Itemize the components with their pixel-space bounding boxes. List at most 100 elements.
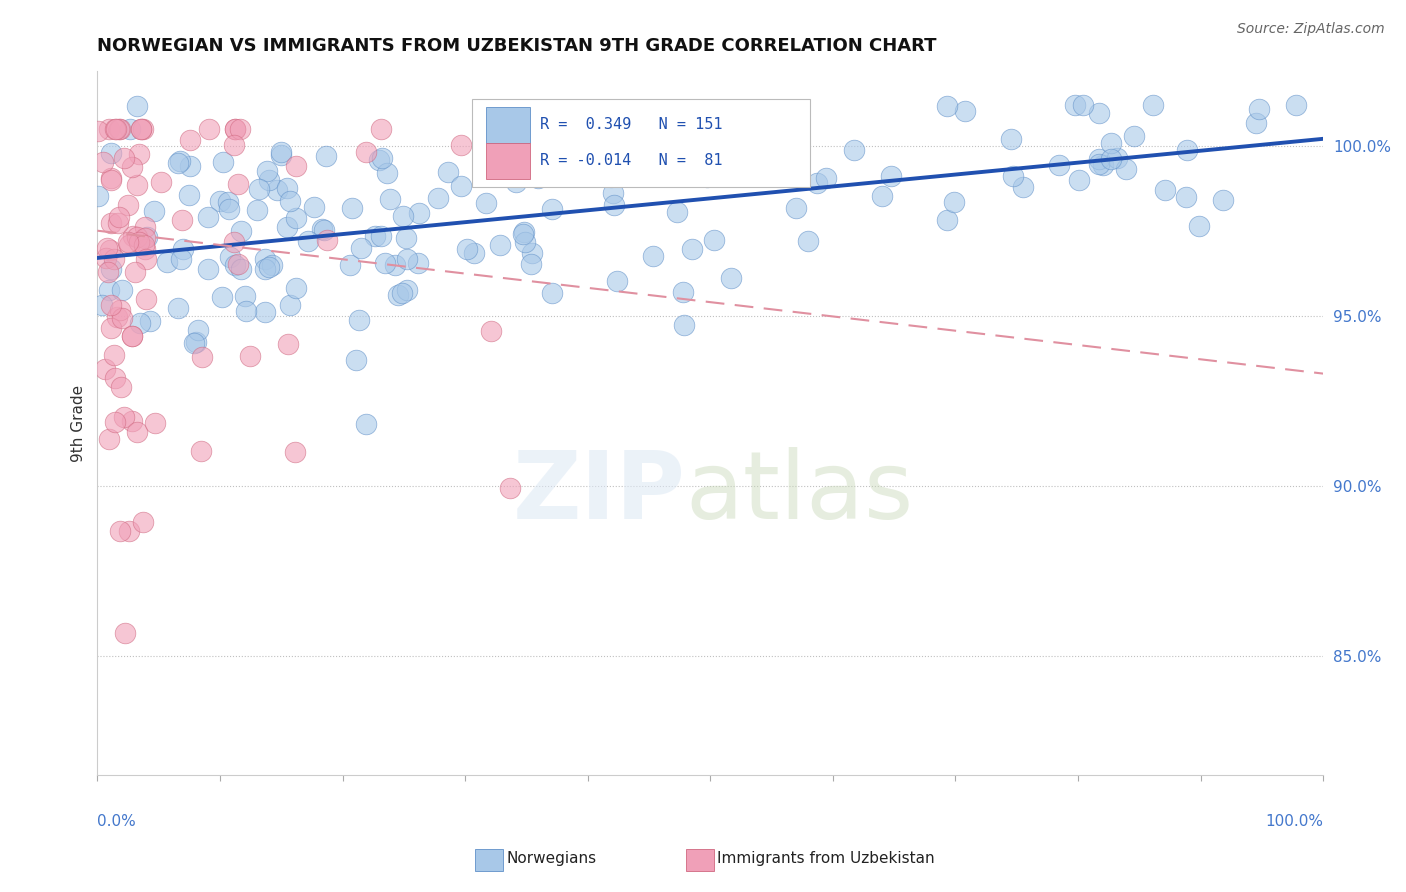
Point — [540, 286, 562, 301]
Point — [97, 265, 120, 279]
Point — [150, 175, 173, 189]
Point — [785, 201, 807, 215]
Point — [179, 188, 201, 202]
Point — [527, 171, 550, 186]
Point — [222, 235, 245, 249]
Point — [1071, 97, 1094, 112]
Point — [302, 200, 325, 214]
Point — [228, 257, 250, 271]
Text: NORWEGIAN VS IMMIGRANTS FROM UZBEKISTAN 9TH GRADE CORRELATION CHART: NORWEGIAN VS IMMIGRANTS FROM UZBEKISTAN … — [97, 37, 936, 55]
Point — [815, 171, 838, 186]
Point — [278, 298, 301, 312]
Point — [118, 238, 141, 252]
Point — [124, 265, 146, 279]
Point — [197, 261, 219, 276]
Point — [218, 202, 240, 216]
Point — [122, 229, 145, 244]
Point — [132, 121, 155, 136]
Point — [796, 234, 818, 248]
Point — [132, 238, 155, 252]
Point — [607, 154, 630, 169]
Point — [253, 305, 276, 319]
Point — [143, 416, 166, 430]
Point — [128, 316, 150, 330]
Text: atlas: atlas — [686, 448, 914, 540]
Point — [1047, 158, 1070, 172]
Point — [217, 194, 239, 209]
Point — [142, 204, 165, 219]
Point — [1175, 190, 1198, 204]
Point — [384, 258, 406, 272]
Point — [314, 223, 336, 237]
Point — [600, 169, 623, 184]
Point — [110, 524, 132, 538]
Point — [395, 283, 418, 297]
Point — [121, 414, 143, 428]
Point — [450, 178, 472, 193]
Point — [105, 310, 128, 324]
Point — [285, 159, 308, 173]
Point — [717, 150, 740, 164]
Point — [395, 252, 418, 266]
Point — [187, 323, 209, 337]
Point — [450, 137, 472, 152]
Text: Immigrants from Uzbekistan: Immigrants from Uzbekistan — [717, 851, 935, 865]
Point — [132, 515, 155, 529]
Text: Source: ZipAtlas.com: Source: ZipAtlas.com — [1237, 22, 1385, 37]
Point — [87, 188, 110, 202]
Point — [1099, 136, 1122, 150]
Point — [179, 133, 201, 147]
FancyBboxPatch shape — [486, 107, 530, 144]
Point — [172, 243, 194, 257]
Point — [169, 154, 191, 169]
Point — [1088, 152, 1111, 166]
Point — [391, 286, 413, 301]
Point — [128, 235, 150, 249]
Text: R =  0.349   N = 151: R = 0.349 N = 151 — [540, 118, 723, 133]
Point — [134, 242, 156, 256]
Point — [111, 311, 134, 326]
Point — [197, 210, 219, 224]
Point — [406, 256, 429, 270]
Point — [1175, 144, 1198, 158]
Point — [98, 283, 121, 297]
Point — [374, 255, 396, 269]
Point — [512, 227, 534, 241]
Point — [107, 211, 129, 225]
Point — [665, 204, 688, 219]
Point — [387, 287, 409, 301]
Point — [228, 121, 250, 136]
Point — [229, 224, 252, 238]
Point — [128, 147, 150, 161]
Point — [1123, 128, 1146, 143]
Point — [256, 164, 278, 178]
FancyBboxPatch shape — [486, 143, 530, 179]
Point — [134, 231, 156, 245]
Y-axis label: 9th Grade: 9th Grade — [72, 384, 86, 461]
Point — [354, 417, 377, 431]
Point — [284, 444, 307, 458]
Point — [94, 251, 117, 265]
Point — [93, 362, 115, 376]
Point — [110, 380, 132, 394]
Point — [104, 121, 127, 136]
Text: ZIP: ZIP — [513, 448, 686, 540]
Point — [262, 258, 284, 272]
Point — [117, 524, 139, 538]
Point — [350, 241, 373, 255]
Point — [339, 258, 361, 272]
Point — [107, 216, 129, 230]
Point — [475, 196, 498, 211]
Point — [367, 153, 389, 168]
Point — [209, 194, 232, 209]
Point — [844, 143, 866, 157]
Point — [104, 121, 127, 136]
Point — [247, 182, 270, 196]
Point — [134, 219, 156, 234]
Point — [394, 231, 416, 245]
Point — [110, 121, 132, 136]
Point — [100, 262, 122, 277]
Text: 100.0%: 100.0% — [1265, 814, 1323, 829]
Point — [103, 348, 125, 362]
Point — [1002, 169, 1025, 184]
